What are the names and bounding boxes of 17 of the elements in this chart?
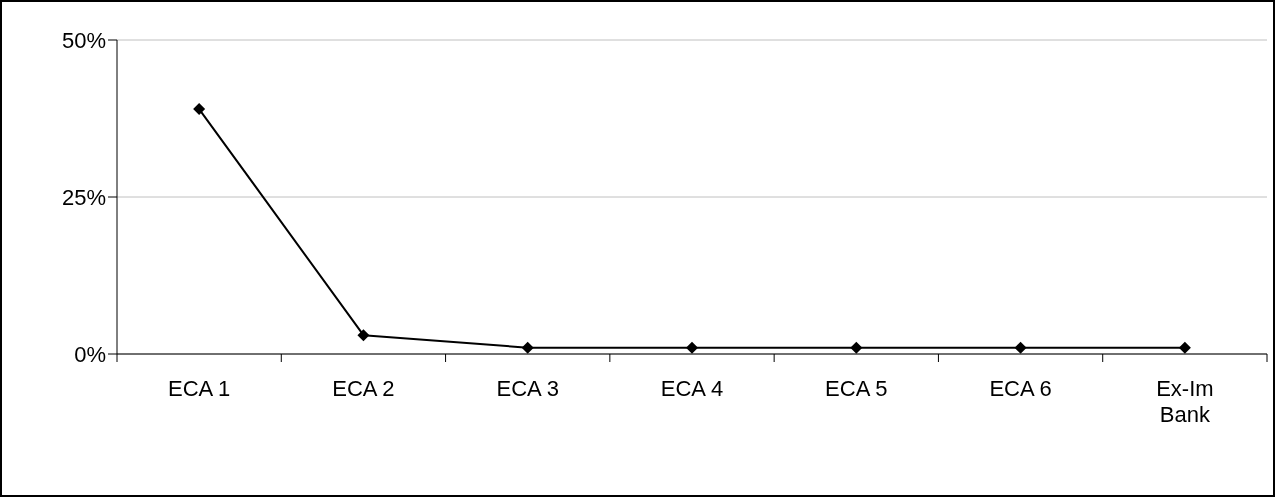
point (686, 341, 698, 354)
y-tick-label: 25% (61, 184, 106, 210)
x-tick-label: ECA 6 (989, 375, 1052, 401)
point (521, 341, 534, 354)
x-tick-label: Ex-Im Bank (1156, 375, 1214, 428)
point (850, 341, 863, 354)
y-tick-label: 50% (61, 27, 106, 53)
x-tick-label: ECA 1 (167, 375, 231, 401)
x-tick-label: ECA 5 (825, 375, 888, 401)
point (193, 103, 206, 116)
x-tick-label: ECA 3 (496, 375, 559, 401)
point (357, 329, 370, 342)
x-tick-label: ECA 2 (332, 375, 395, 401)
point (1178, 341, 1191, 354)
x-tick-label: ECA 4 (660, 375, 724, 401)
point (1014, 341, 1027, 354)
y-tick-label: 0% (74, 341, 106, 367)
